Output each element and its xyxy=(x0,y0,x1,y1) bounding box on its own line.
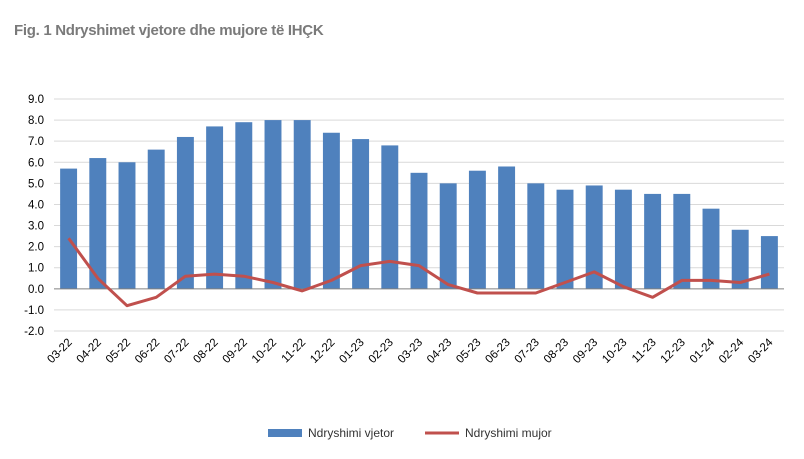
bar-series xyxy=(60,120,778,289)
bar-03-22 xyxy=(60,168,78,289)
y-axis-ticks: 9.0 8.0 7.0 6.0 5.0 4.0 3.0 2.0 1.0 0.0 -1.0 -2.0 xyxy=(24,94,44,338)
legend-label-ndryshimi-vjetor: Ndryshimi vjetor xyxy=(308,426,394,440)
bar-05-23 xyxy=(468,170,486,289)
bar-10-23 xyxy=(614,189,632,289)
x-tick-label: 09-23 xyxy=(571,337,600,366)
legend-label-ndryshimi-mujor: Ndryshimi mujor xyxy=(465,426,552,440)
bar-08-23 xyxy=(556,189,574,289)
chart-title: Fig. 1 Ndryshimet vjetore dhe mujore të … xyxy=(14,22,324,39)
y-tick-label: 6.0 xyxy=(28,157,44,169)
bar-10-22 xyxy=(264,120,282,289)
bar-02-23 xyxy=(381,145,399,289)
x-tick-label: 04-22 xyxy=(75,337,104,366)
bar-12-22 xyxy=(322,132,340,289)
x-tick-label: 10-23 xyxy=(600,337,629,366)
line-series xyxy=(67,237,770,308)
x-tick-label: 12-23 xyxy=(659,337,688,366)
x-tick-label: 07-23 xyxy=(513,337,542,366)
bar-07-22 xyxy=(176,136,194,289)
x-tick-label: 03-23 xyxy=(396,337,425,366)
bar-06-23 xyxy=(498,166,516,289)
x-tick-label: 02-24 xyxy=(717,336,747,366)
x-tick-label: 10-22 xyxy=(250,337,279,366)
bar-09-23 xyxy=(585,185,603,289)
bar-01-23 xyxy=(352,139,370,289)
y-tick-label: 5.0 xyxy=(28,178,44,190)
y-tick-label: 3.0 xyxy=(28,221,44,233)
bar-07-23 xyxy=(527,183,545,289)
y-tick-label: 2.0 xyxy=(28,242,44,254)
x-tick-label: 11-22 xyxy=(280,337,309,366)
bar-06-22 xyxy=(147,149,165,289)
bar-05-22 xyxy=(118,162,136,289)
y-tick-label: -2.0 xyxy=(24,326,44,338)
x-tick-label: 07-22 xyxy=(162,337,191,366)
y-tick-label: 7.0 xyxy=(28,136,44,148)
bar-04-22 xyxy=(89,158,107,289)
x-tick-label: 05-22 xyxy=(104,337,133,366)
y-tick-label: 9.0 xyxy=(28,94,44,106)
x-tick-label: 03-22 xyxy=(45,337,74,366)
x-tick-label: 08-23 xyxy=(542,337,571,366)
x-tick-label: 02-23 xyxy=(367,337,396,366)
bar-01-24 xyxy=(702,208,720,289)
y-tick-label: 1.0 xyxy=(28,263,44,275)
x-tick-label: 03-24 xyxy=(746,336,776,366)
x-tick-label: 06-22 xyxy=(133,337,162,366)
bar-04-23 xyxy=(439,183,457,289)
bar-11-23 xyxy=(644,193,662,289)
y-tick-label: 4.0 xyxy=(28,199,44,211)
y-tick-label: 0.0 xyxy=(28,284,44,296)
bar-08-22 xyxy=(206,126,224,289)
x-tick-label: 04-23 xyxy=(425,337,454,366)
bar-09-22 xyxy=(235,122,253,289)
x-tick-label: 11-23 xyxy=(630,337,659,366)
bar-11-22 xyxy=(293,120,311,289)
y-tick-label: 8.0 xyxy=(28,115,44,127)
x-tick-label: 05-23 xyxy=(454,337,483,366)
x-tick-label: 06-23 xyxy=(483,337,512,366)
x-tick-label: 08-22 xyxy=(191,337,220,366)
legend: Ndryshimi vjetor Ndryshimi mujor xyxy=(268,426,552,440)
x-tick-label: 01-24 xyxy=(688,336,718,366)
x-axis-ticks: 03-22 04-22 05-22 06-22 07-22 08-22 09-22 10-22… xyxy=(45,336,776,366)
legend-swatch-ndryshimi-vjetor xyxy=(268,429,302,437)
bar-03-23 xyxy=(410,172,428,289)
x-tick-label: 12-22 xyxy=(308,337,337,366)
y-tick-label: -1.0 xyxy=(24,305,44,317)
bar-02-24 xyxy=(731,229,749,289)
bar-03-24 xyxy=(760,236,778,289)
x-tick-label: 09-22 xyxy=(221,337,250,366)
bar-12-23 xyxy=(673,193,691,289)
x-tick-label: 01-23 xyxy=(337,337,366,366)
